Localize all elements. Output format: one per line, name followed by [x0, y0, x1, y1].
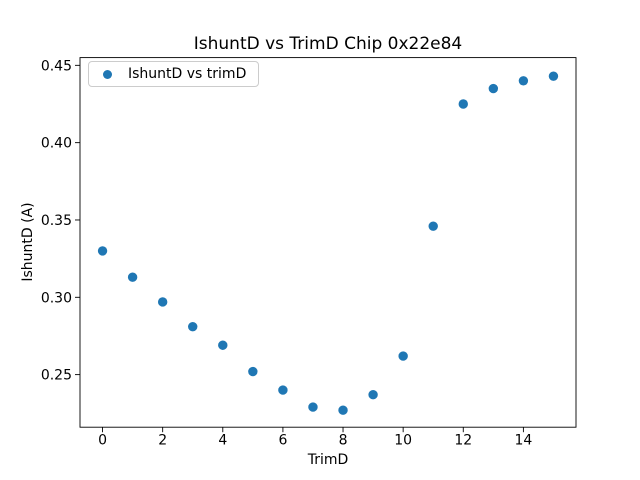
data-point	[248, 366, 258, 377]
data-point	[428, 221, 438, 231]
data-point	[188, 321, 198, 332]
y-tick-label: 0.30	[41, 290, 72, 306]
data-point	[458, 99, 468, 109]
x-tick-label: 8	[339, 433, 348, 449]
x-tick-label: 0	[98, 433, 107, 449]
data-point	[518, 76, 529, 86]
chart-title: IshuntD vs TrimD Chip 0x22e84	[193, 34, 463, 54]
data-point	[548, 71, 559, 81]
y-tick-label: 0.40	[41, 136, 72, 152]
data-point	[97, 246, 108, 256]
data-point	[278, 385, 288, 395]
y-tick-label: 0.45	[41, 58, 72, 74]
data-point	[157, 297, 168, 307]
data-point	[368, 390, 378, 400]
x-tick-label: 6	[278, 433, 287, 449]
x-tick-label: 14	[514, 433, 532, 449]
scatter-marker-icon	[103, 69, 112, 79]
x-tick-label: 4	[218, 433, 227, 449]
data-point	[338, 405, 348, 415]
data-point	[488, 83, 499, 94]
x-tick-label: 10	[394, 433, 412, 449]
x-tick-label: 12	[454, 433, 472, 449]
data-point	[127, 272, 138, 282]
data-point	[398, 351, 408, 361]
y-tick-label: 0.35	[41, 213, 72, 229]
x-axis-label: TrimD	[307, 452, 349, 468]
legend: IshuntD vs trimD	[88, 61, 260, 87]
data-point	[308, 402, 318, 412]
y-axis-label: IshuntD (A)	[20, 202, 36, 282]
y-tick-label: 0.25	[41, 368, 72, 384]
x-tick-label: 2	[158, 433, 167, 449]
data-point	[218, 340, 228, 350]
axes-frame	[79, 57, 577, 428]
legend-label: IshuntD vs trimD	[128, 66, 247, 82]
